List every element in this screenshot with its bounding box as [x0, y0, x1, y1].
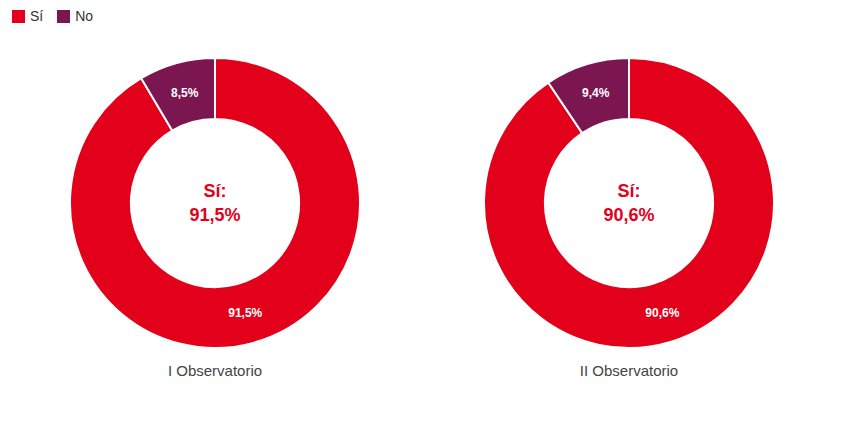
svg-text:91,5%: 91,5% [228, 306, 262, 320]
svg-text:90,6%: 90,6% [645, 306, 679, 320]
html-text:I Observatorio: I Observatorio [167, 362, 263, 379]
html-text:II Observatorio: II Observatorio [579, 362, 679, 379]
html-text:No: No [75, 8, 94, 24]
html-text:90,6%: 90,6% [603, 204, 655, 225]
html-text:Sí:: Sí: [617, 180, 641, 201]
svg-text:9,4%: 9,4% [582, 86, 610, 100]
html-text:Sí:: Sí: [203, 180, 227, 201]
html-text:91,5%: 91,5% [189, 204, 241, 225]
html-text:Sí: Sí [30, 8, 44, 24]
svg-text:8,5%: 8,5% [171, 86, 199, 100]
